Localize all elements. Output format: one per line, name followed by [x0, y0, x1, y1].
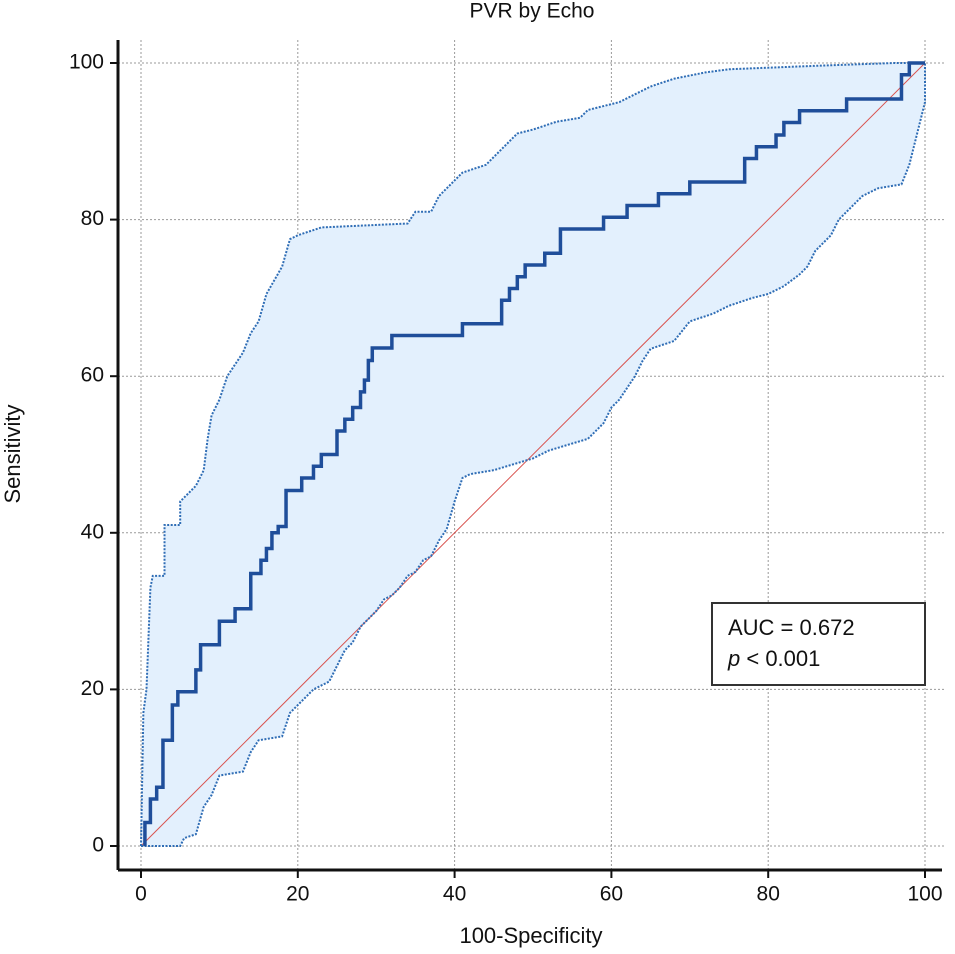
- x-axis-label: 100-Specificity: [459, 923, 602, 948]
- y-tick-label: 40: [81, 520, 104, 543]
- y-tick-label: 60: [81, 364, 104, 387]
- upper-line: [140, 62, 925, 847]
- x-tick-label: 80: [757, 883, 780, 906]
- lower-line: [141, 63, 926, 847]
- plot: 0 20 40 60 80 100 0 20 40 60 80 100 AUC = 0.672 p < 0…: [69, 40, 945, 906]
- x-tick-label: 0: [135, 883, 147, 906]
- annotation-italic: p: [727, 646, 740, 671]
- reference-line: [140, 62, 926, 847]
- y-tick-label: 0: [92, 834, 104, 857]
- y-tick-label: 80: [81, 207, 104, 230]
- x-tick-label: 100: [907, 883, 942, 906]
- x-tick-label: 20: [286, 883, 309, 906]
- roc-line: [143, 61, 925, 846]
- x-tick-label: 60: [600, 883, 623, 906]
- annotation-rest: < 0.001: [740, 646, 820, 671]
- y-axis-label: Sensitivity: [0, 404, 25, 503]
- y-tick-label: 100: [69, 51, 104, 74]
- chart-title: PVR by Echo: [470, 0, 595, 23]
- annotation-text: p < 0.001: [727, 646, 820, 671]
- x-tick-label: 40: [443, 883, 466, 906]
- annotation-text: AUC = 0.672: [728, 615, 855, 640]
- annotation-box: [711, 602, 926, 686]
- y-tick-label: 20: [81, 677, 104, 700]
